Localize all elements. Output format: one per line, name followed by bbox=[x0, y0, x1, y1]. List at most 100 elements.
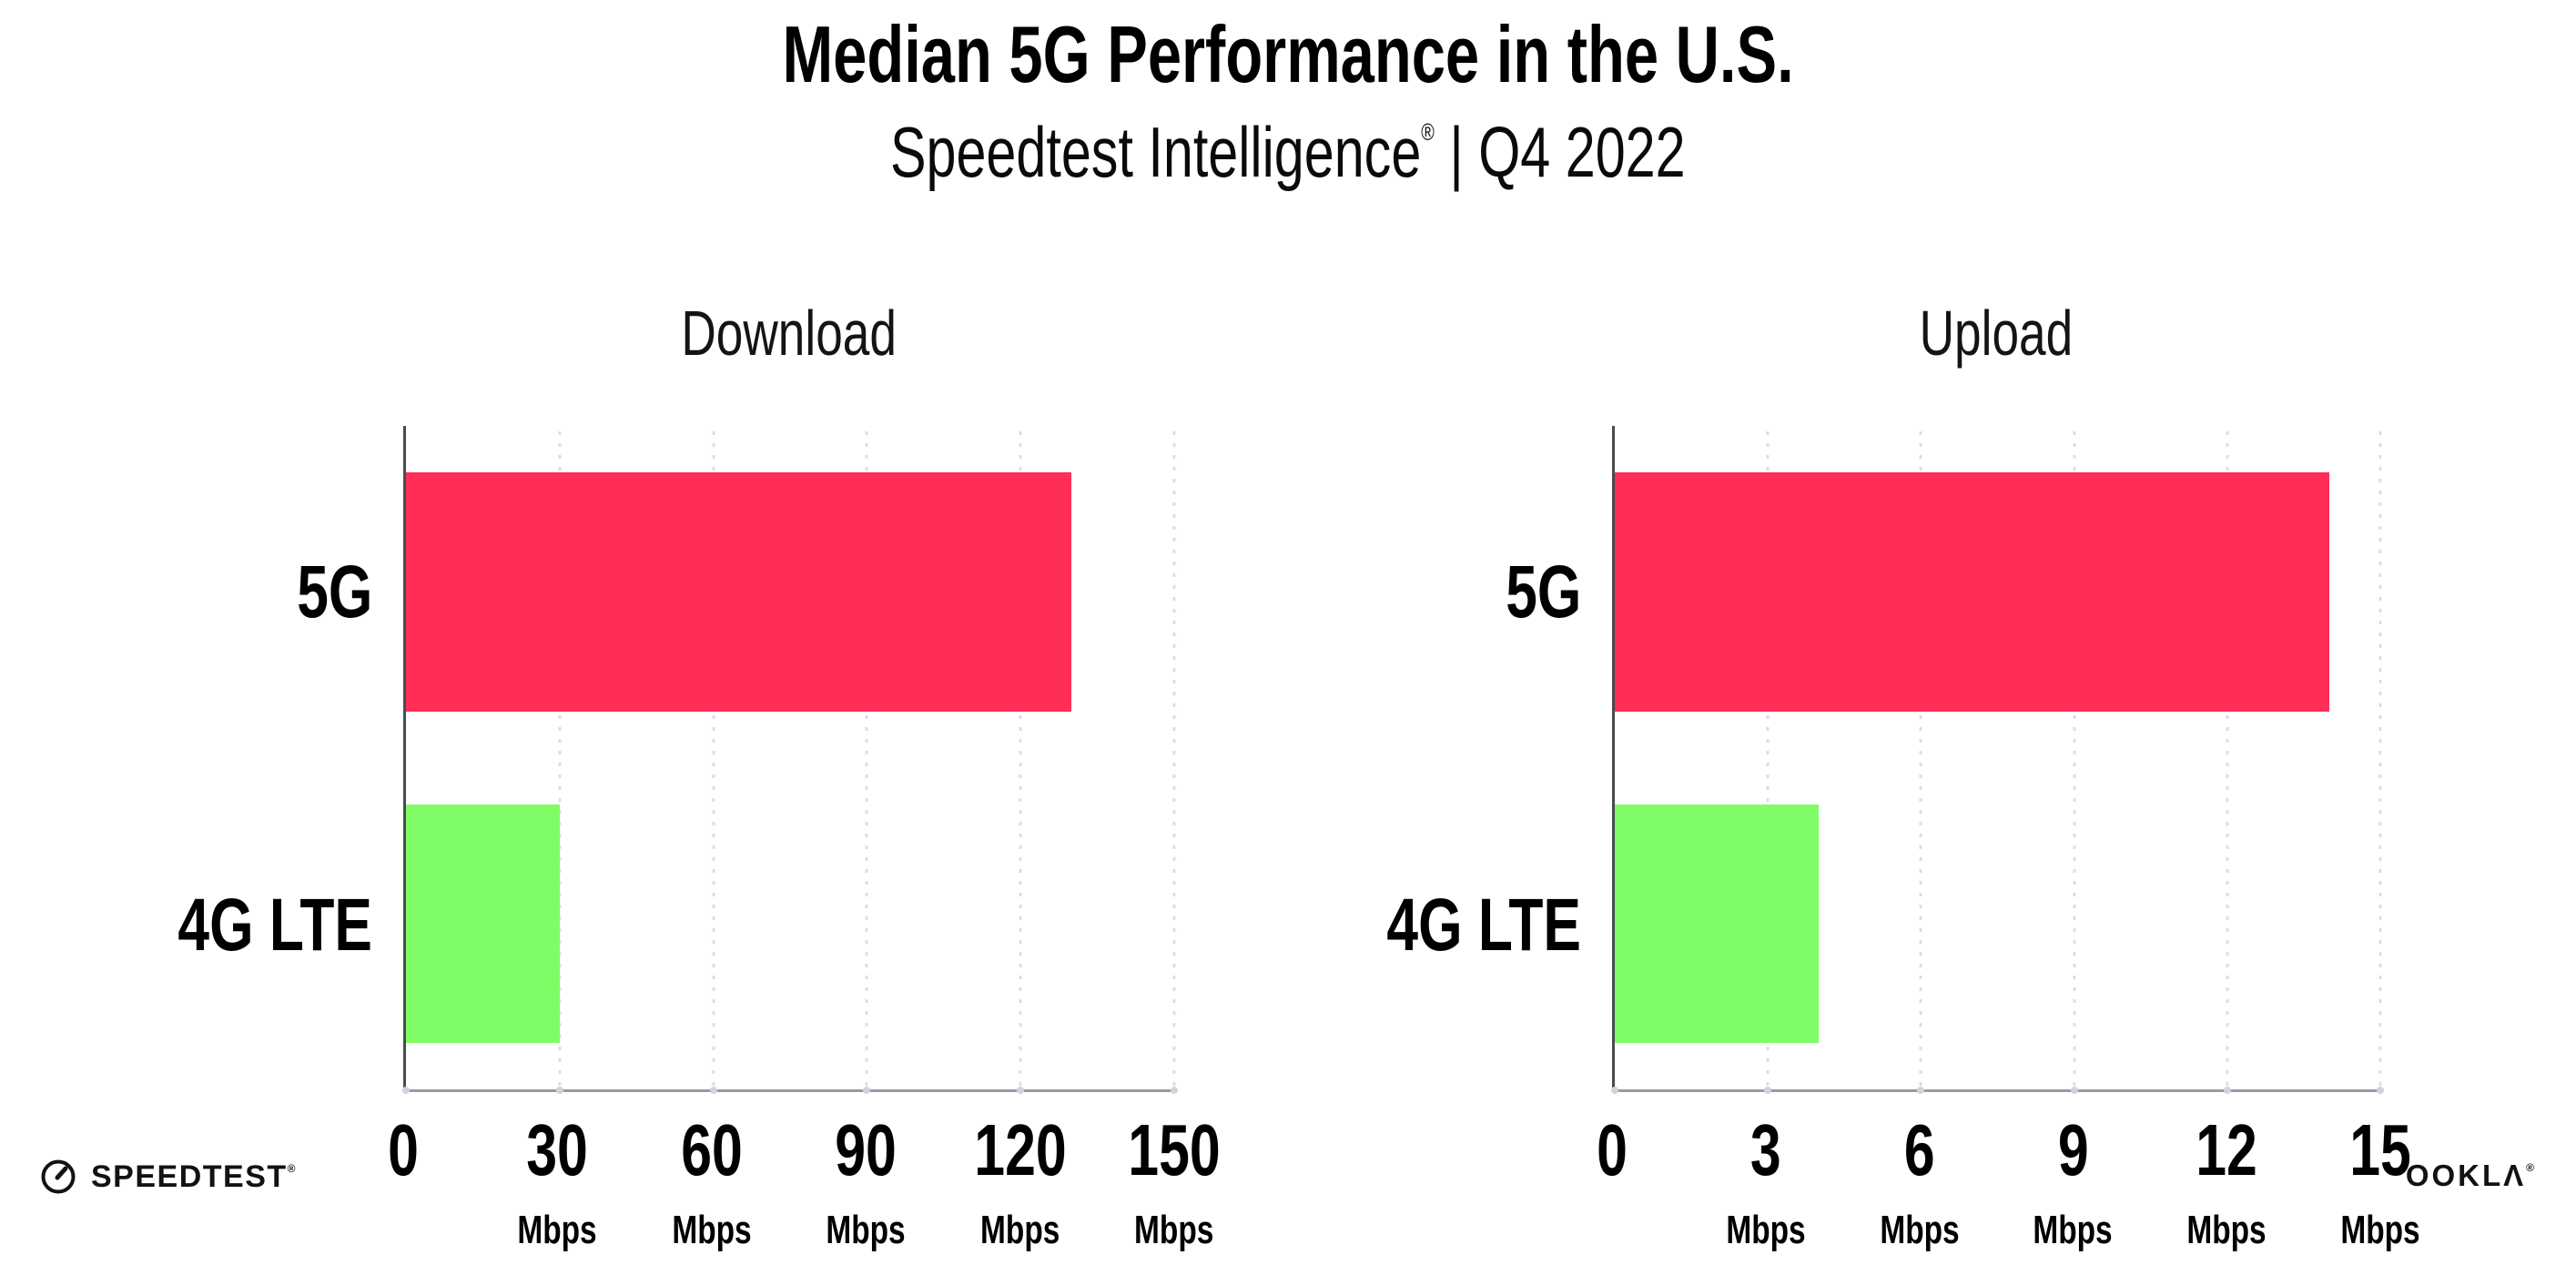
bar-5g bbox=[406, 472, 1072, 712]
download-chart-panel: Download 5G 4G LTE 0 30 Mbps 60 Mbps 90 Mbps 120… bbox=[162, 240, 1221, 1265]
tick-unit-text-60: Mbps bbox=[672, 1208, 752, 1253]
download-chart-title-text: Download bbox=[681, 298, 897, 369]
gridline-15 bbox=[2378, 431, 2382, 1090]
category-label-4g-lte: 4G LTE bbox=[117, 888, 372, 963]
tick-number-text-150: 150 bbox=[1128, 1109, 1221, 1191]
tick-number-text-15: 15 bbox=[2349, 1109, 2411, 1191]
axis-tick-dot-60 bbox=[709, 1087, 717, 1095]
tick-label-90: 90 Mbps bbox=[814, 1092, 918, 1250]
gridline-9 bbox=[2073, 431, 2076, 1090]
gridline-120 bbox=[1019, 431, 1022, 1090]
tick-number-90: 90 bbox=[814, 1092, 918, 1187]
tick-unit-60: Mbps bbox=[659, 1210, 764, 1250]
tick-unit-text-150: Mbps bbox=[1134, 1208, 1214, 1253]
speedtest-logo: SPEEDTEST® bbox=[38, 1157, 296, 1197]
page-subtitle: Speedtest Intelligence® | Q4 2022 bbox=[0, 116, 2576, 187]
download-category-axis: 5G 4G LTE bbox=[162, 426, 403, 1092]
tick-number-120: 120 bbox=[959, 1092, 1080, 1187]
tick-unit-text-9: Mbps bbox=[2033, 1208, 2114, 1253]
axis-tick-dot-150 bbox=[1171, 1087, 1178, 1095]
category-label-text-4g-lte: 4G LTE bbox=[1386, 884, 1581, 967]
tick-number-text-3: 3 bbox=[1749, 1109, 1781, 1191]
upload-chart-title: Upload bbox=[1612, 293, 2380, 373]
upload-category-axis: 5G 4G LTE bbox=[1371, 426, 1612, 1092]
tick-number-text-90: 90 bbox=[835, 1109, 898, 1191]
axis-tick-dot-0 bbox=[1611, 1087, 1618, 1095]
speedtest-wordmark: SPEEDTEST® bbox=[91, 1159, 296, 1195]
gridline-12 bbox=[2226, 431, 2229, 1090]
axis-tick-dot-9 bbox=[2070, 1087, 2078, 1095]
axis-tick-dot-15 bbox=[2377, 1087, 2384, 1095]
tick-number-9: 9 bbox=[2021, 1092, 2125, 1187]
tick-label-6: 6 Mbps bbox=[1867, 1092, 1972, 1250]
tick-unit-30: Mbps bbox=[505, 1210, 610, 1250]
axis-tick-dot-0 bbox=[402, 1087, 410, 1095]
tick-unit-text-12: Mbps bbox=[2186, 1208, 2267, 1253]
tick-number-text-120: 120 bbox=[973, 1109, 1067, 1191]
tick-number-text-12: 12 bbox=[2196, 1109, 2258, 1191]
speedtest-gauge-icon bbox=[41, 1159, 76, 1194]
tick-label-9: 9 Mbps bbox=[2021, 1092, 2125, 1250]
tick-unit-150: Mbps bbox=[1113, 1210, 1234, 1250]
ookla-wordmark-text: OOKLΛ bbox=[2405, 1159, 2527, 1192]
registered-trademark-icon: ® bbox=[1421, 118, 1435, 146]
tick-number-text-30: 30 bbox=[526, 1109, 589, 1191]
download-chart-title: Download bbox=[403, 293, 1174, 373]
tick-label-60: 60 Mbps bbox=[659, 1092, 764, 1250]
tick-number-12: 12 bbox=[2175, 1092, 2279, 1187]
tick-number-0: 0 bbox=[383, 1092, 424, 1187]
tick-number-15: 15 bbox=[2328, 1092, 2433, 1187]
tick-label-0: 0 bbox=[383, 1092, 424, 1250]
upload-chart-title-text: Upload bbox=[1919, 298, 2074, 369]
tick-number-150: 150 bbox=[1113, 1092, 1234, 1187]
gridline-3 bbox=[1766, 431, 1770, 1090]
axis-tick-dot-6 bbox=[1917, 1087, 1925, 1095]
tick-label-30: 30 Mbps bbox=[505, 1092, 610, 1250]
tick-unit-text-15: Mbps bbox=[2340, 1208, 2420, 1253]
tick-unit-text-90: Mbps bbox=[826, 1208, 906, 1253]
category-label-4g-lte: 4G LTE bbox=[1325, 888, 1581, 963]
tick-number-text-9: 9 bbox=[2057, 1109, 2089, 1191]
gridline-6 bbox=[1919, 431, 1922, 1090]
gridline-90 bbox=[865, 431, 868, 1090]
category-label-5g: 5G bbox=[1482, 555, 1581, 630]
tick-unit-12: Mbps bbox=[2175, 1210, 2279, 1250]
tick-number-text-60: 60 bbox=[680, 1109, 743, 1191]
chart-header: Median 5G Performance in the U.S. Speedt… bbox=[0, 15, 2576, 188]
tick-number-text-0: 0 bbox=[388, 1109, 419, 1191]
tick-unit-120: Mbps bbox=[959, 1210, 1080, 1250]
axis-tick-dot-120 bbox=[1017, 1087, 1025, 1095]
page-root: { "header": { "title": "Median 5G Perfor… bbox=[0, 15, 2576, 1250]
tick-unit-text-6: Mbps bbox=[1879, 1208, 1960, 1253]
tick-number-text-6: 6 bbox=[1903, 1109, 1935, 1191]
page-title: Median 5G Performance in the U.S. bbox=[0, 15, 2576, 95]
tick-label-150: 150 Mbps bbox=[1113, 1092, 1234, 1250]
bar-4g-lte bbox=[406, 804, 560, 1044]
upload-x-axis: 0 3 Mbps 6 Mbps 9 Mbps 12 Mbps 15 Mbps bbox=[1597, 1092, 2420, 1265]
axis-tick-dot-3 bbox=[1764, 1087, 1772, 1095]
tick-number-6: 6 bbox=[1867, 1092, 1972, 1187]
download-x-axis: 0 30 Mbps 60 Mbps 90 Mbps 120 Mbps 150 Mbps bbox=[388, 1092, 1221, 1265]
subtitle-period: | Q4 2022 bbox=[1435, 112, 1686, 192]
bar-5g bbox=[1615, 472, 2329, 712]
speedtest-trademark-icon: ® bbox=[287, 1161, 296, 1175]
tick-label-12: 12 Mbps bbox=[2175, 1092, 2279, 1250]
tick-unit-0 bbox=[1592, 1210, 1633, 1250]
tick-unit-text-30: Mbps bbox=[517, 1208, 598, 1253]
tick-number-60: 60 bbox=[659, 1092, 764, 1187]
tick-label-0: 0 bbox=[1592, 1092, 1633, 1250]
page-subtitle-text: Speedtest Intelligence® | Q4 2022 bbox=[890, 116, 1686, 187]
subtitle-brand: Speedtest Intelligence bbox=[890, 112, 1422, 192]
tick-number-3: 3 bbox=[1713, 1092, 1818, 1187]
tick-unit-text-3: Mbps bbox=[1726, 1208, 1806, 1253]
tick-number-text-0: 0 bbox=[1597, 1109, 1628, 1191]
tick-label-120: 120 Mbps bbox=[959, 1092, 1080, 1250]
tick-number-30: 30 bbox=[505, 1092, 610, 1187]
category-label-text-4g-lte: 4G LTE bbox=[177, 884, 372, 967]
tick-number-0: 0 bbox=[1592, 1092, 1633, 1187]
tick-unit-text-120: Mbps bbox=[979, 1208, 1060, 1253]
axis-tick-dot-30 bbox=[555, 1087, 563, 1095]
tick-unit-3: Mbps bbox=[1713, 1210, 1818, 1250]
gridline-60 bbox=[712, 431, 715, 1090]
gridline-30 bbox=[558, 431, 562, 1090]
